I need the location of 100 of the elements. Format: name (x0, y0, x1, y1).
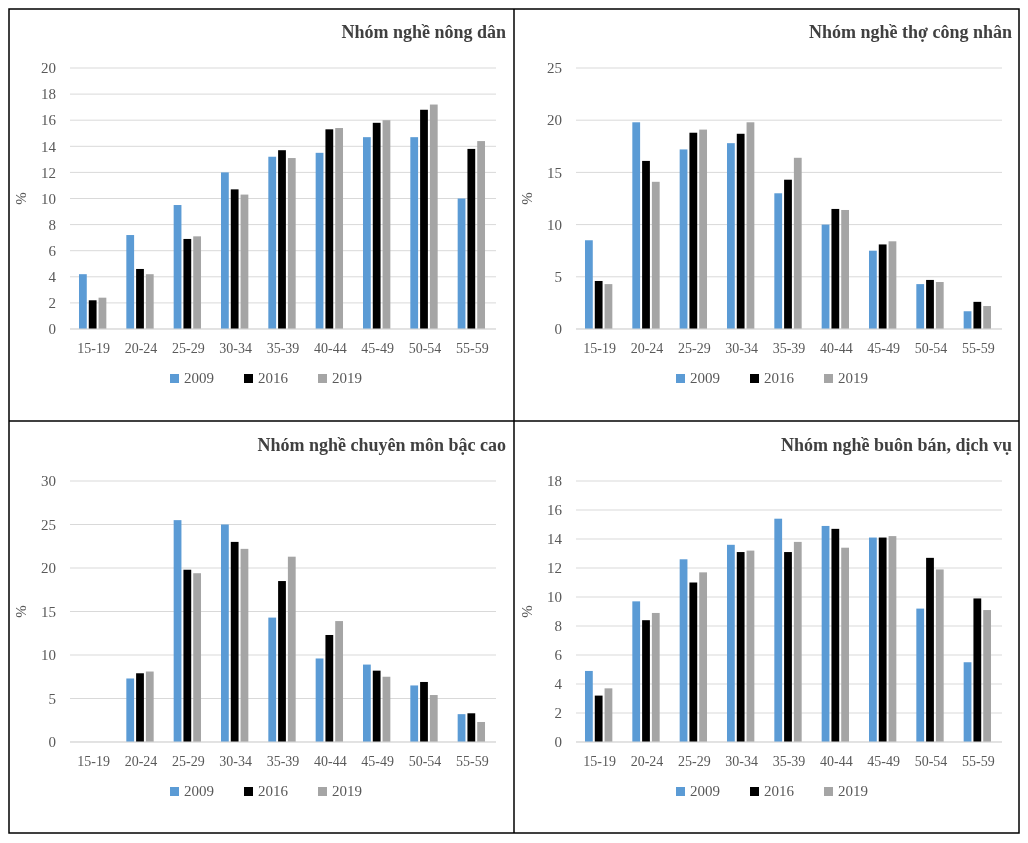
bar (325, 634, 334, 742)
bar (173, 520, 182, 742)
y-tick-label: 6 (554, 647, 563, 664)
y-tick-label: 5 (48, 690, 56, 707)
y-tick-label: 0 (48, 321, 56, 338)
legend-label: 2019 (838, 783, 868, 799)
x-tick-label: 15-19 (583, 754, 616, 769)
chart-title: Nhóm nghề thợ công nhân (808, 22, 1012, 42)
bar (382, 120, 391, 329)
y-tick-label: 20 (547, 112, 562, 129)
bar (325, 129, 334, 329)
bar (429, 104, 438, 329)
bar (926, 279, 934, 329)
x-tick-label: 35-39 (266, 754, 300, 769)
bar (287, 158, 296, 329)
bar (916, 608, 925, 742)
bar (126, 235, 135, 329)
bar (689, 582, 698, 742)
x-tick-label: 30-34 (725, 341, 758, 356)
x-tick-label: 20-24 (124, 341, 158, 356)
bar (410, 685, 419, 742)
bar (746, 122, 755, 329)
y-tick-label: 4 (48, 269, 57, 286)
x-tick-label: 50-54 (914, 341, 948, 356)
bar (699, 129, 708, 329)
y-tick-label: 20 (41, 560, 56, 577)
x-tick-label: 50-54 (408, 341, 442, 356)
bar (477, 141, 486, 329)
x-tick-label: 55-59 (456, 754, 489, 769)
bar (632, 122, 641, 329)
bar (183, 569, 192, 742)
x-tick-label: 45-49 (867, 754, 900, 769)
y-tick-label: 10 (547, 589, 562, 606)
bar (774, 518, 783, 742)
y-tick-label: 18 (41, 86, 56, 103)
bar (268, 617, 277, 742)
bar (699, 572, 708, 742)
bar (651, 181, 660, 329)
bar (973, 301, 982, 329)
bar (230, 541, 239, 742)
y-axis-title: % (13, 192, 29, 205)
x-tick-label: 55-59 (962, 754, 995, 769)
x-tick-label: 30-34 (219, 341, 252, 356)
y-tick-label: 8 (48, 216, 56, 233)
legend-label: 2019 (332, 783, 362, 799)
bar (193, 573, 202, 742)
y-tick-label: 0 (554, 321, 562, 338)
y-tick-label: 14 (41, 138, 57, 155)
x-tick-label: 30-34 (725, 754, 758, 769)
bar (878, 244, 887, 329)
legend-label: 2016 (764, 783, 795, 799)
bar (145, 671, 154, 742)
bar (983, 610, 992, 742)
bar (935, 569, 944, 742)
bar (278, 150, 286, 329)
bar (287, 556, 296, 742)
bar (841, 209, 850, 329)
chart-title: Nhóm nghề buôn bán, dịch vụ (780, 435, 1012, 455)
bar (88, 300, 97, 329)
x-tick-label: 25-29 (678, 341, 711, 356)
y-tick-label: 14 (547, 531, 563, 548)
bar (831, 208, 840, 329)
y-tick-label: 15 (547, 164, 562, 181)
bar (736, 133, 745, 329)
bar (916, 284, 925, 329)
bar (973, 598, 982, 742)
bar (584, 240, 593, 329)
x-tick-label: 40-44 (314, 754, 347, 769)
y-tick-label: 0 (554, 734, 562, 751)
bar (362, 664, 371, 742)
bar (335, 621, 344, 742)
x-tick-label: 25-29 (678, 754, 711, 769)
y-tick-label: 12 (547, 560, 562, 577)
bar (831, 528, 840, 742)
bar (841, 547, 850, 742)
x-tick-label: 20-24 (630, 341, 664, 356)
x-tick-label: 35-39 (266, 341, 300, 356)
y-tick-label: 2 (48, 295, 56, 312)
chart-title: Nhóm nghề nông dân (341, 22, 506, 42)
bar (689, 132, 698, 329)
x-tick-label: 30-34 (219, 754, 252, 769)
x-tick-label: 15-19 (77, 754, 110, 769)
bar (983, 306, 992, 329)
x-tick-label: 15-19 (583, 341, 616, 356)
bar (821, 525, 830, 742)
bar (477, 721, 486, 742)
x-tick-label: 55-59 (456, 341, 489, 356)
bar (230, 189, 239, 329)
x-tick-label: 40-44 (314, 341, 347, 356)
bar (335, 128, 344, 329)
bar (362, 137, 371, 329)
y-tick-label: 16 (547, 502, 563, 519)
y-tick-label: 2 (554, 705, 562, 722)
y-tick-label: 30 (41, 473, 56, 490)
y-tick-label: 25 (41, 516, 56, 533)
bar (429, 695, 438, 742)
bar (220, 172, 229, 329)
legend-label: 2016 (258, 783, 289, 799)
x-tick-label: 15-19 (77, 341, 110, 356)
x-tick-label: 40-44 (820, 754, 853, 769)
